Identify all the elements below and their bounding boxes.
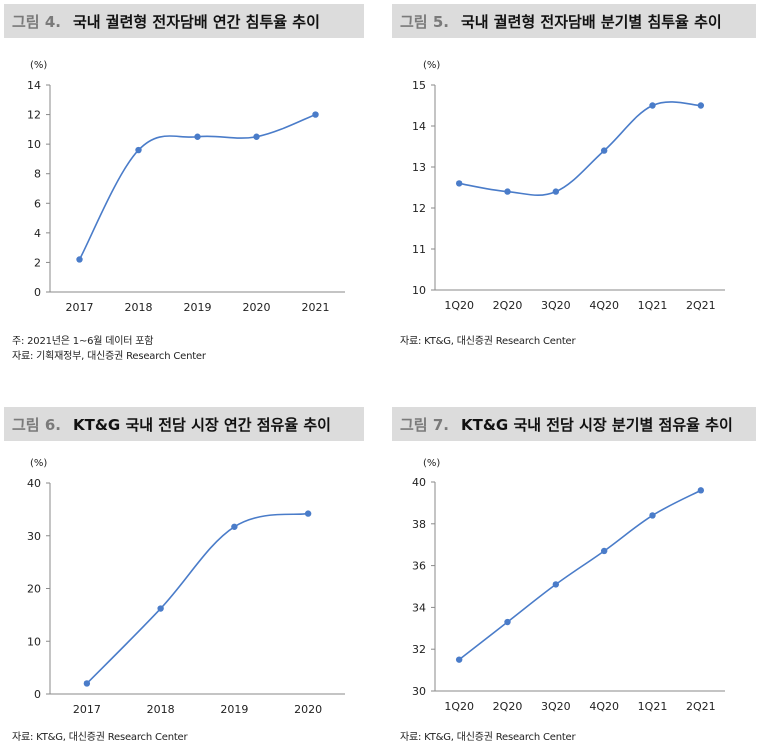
unit-label: (%) <box>423 458 440 469</box>
y-tick-label: 34 <box>412 601 426 614</box>
y-tick-label: 14 <box>27 79 41 92</box>
y-tick-label: 10 <box>27 635 41 648</box>
x-tick-label: 2019 <box>184 301 212 314</box>
unit-label: (%) <box>423 60 440 71</box>
figure-number: 그림 7. <box>400 415 449 434</box>
data-point <box>600 147 608 154</box>
y-tick-label: 0 <box>34 286 41 299</box>
y-tick-label: 0 <box>34 688 41 701</box>
data-point <box>504 618 511 626</box>
figure-number: 그림 4. <box>12 12 61 31</box>
y-tick-label: 15 <box>412 79 426 92</box>
x-tick-label: 4Q20 <box>589 299 619 312</box>
y-tick-label: 2 <box>34 256 41 269</box>
x-tick-label: 2Q20 <box>493 299 523 312</box>
y-tick-label: 40 <box>27 477 41 490</box>
x-tick-label: 2Q21 <box>686 700 716 713</box>
chart-title-bar: 그림 4. 국내 궐련형 전자담배 연간 침투율 추이 <box>4 4 364 38</box>
y-tick-label: 12 <box>27 109 41 122</box>
chart-source: 자료: KT&G, 대신증권 Research Center <box>400 732 576 743</box>
data-point <box>135 146 142 154</box>
y-tick-label: 11 <box>412 243 426 256</box>
chart-title: KT&G 국내 전담 시장 연간 점유율 추이 <box>72 415 331 434</box>
data-point <box>194 133 201 140</box>
y-tick-label: 8 <box>34 168 41 181</box>
x-tick-label: 2019 <box>220 703 248 716</box>
x-tick-label: 2017 <box>73 703 101 716</box>
unit-label: (%) <box>30 60 47 71</box>
x-tick-label: 1Q20 <box>444 299 474 312</box>
chart-title: 국내 궐련형 전자담배 연간 침투율 추이 <box>72 12 320 31</box>
figure-number: 그림 5. <box>400 12 449 31</box>
data-point <box>253 133 260 140</box>
y-tick-label: 30 <box>412 685 426 698</box>
data-point <box>504 188 511 195</box>
data-point <box>455 656 463 663</box>
series-line <box>458 489 702 661</box>
data-point <box>76 256 83 263</box>
data-point <box>552 581 560 588</box>
chart-title: 국내 궐련형 전자담배 분기별 침투율 추이 <box>460 12 722 31</box>
x-tick-label: 2Q20 <box>493 700 523 713</box>
line-chart: (%) 30 32 34 36 38 40 1Q20 2Q20 3Q20 4Q20 1Q21 2Q21 <box>412 458 725 713</box>
x-tick-label: 2017 <box>66 301 94 314</box>
x-tick-label: 3Q20 <box>541 299 571 312</box>
chart-source: 자료: KT&G, 대신증권 Research Center <box>400 336 576 347</box>
data-point <box>697 102 705 109</box>
chart-title-bar: 그림 5. 국내 궐련형 전자담배 분기별 침투율 추이 <box>392 4 756 38</box>
x-tick-label: 2021 <box>302 301 330 314</box>
data-point <box>552 188 560 195</box>
x-tick-label: 3Q20 <box>541 700 571 713</box>
x-tick-label: 2018 <box>125 301 153 314</box>
chart-source: 자료: KT&G, 대신증권 Research Center <box>12 732 188 743</box>
x-tick-label: 2020 <box>243 301 271 314</box>
y-tick-label: 6 <box>34 197 41 210</box>
y-tick-label: 38 <box>412 518 426 531</box>
line-chart: (%) 10 11 12 13 14 15 1Q20 2Q20 3Q20 4Q20 1Q21 2Q21 <box>412 60 725 312</box>
series-line <box>459 101 701 197</box>
data-point <box>157 605 164 612</box>
figure-number: 그림 6. <box>12 415 61 434</box>
chart-title-bar: 그림 6. KT&G 국내 전담 시장 연간 점유율 추이 <box>4 407 364 441</box>
x-tick-label: 1Q20 <box>444 700 474 713</box>
data-point <box>312 111 319 118</box>
y-tick-label: 12 <box>412 202 426 215</box>
chart-note: 주: 2021년은 1~6월 데이터 포함 <box>12 336 154 347</box>
y-tick-label: 13 <box>412 161 426 174</box>
x-tick-label: 2020 <box>294 703 322 716</box>
data-point <box>649 102 656 109</box>
y-tick-label: 40 <box>412 476 426 489</box>
y-tick-label: 14 <box>412 120 426 133</box>
data-point <box>83 680 91 687</box>
y-tick-label: 20 <box>27 583 41 596</box>
y-tick-label: 10 <box>27 138 41 151</box>
line-chart: (%) 0 10 20 30 40 2017 2018 2019 2020 <box>27 458 345 716</box>
series-line <box>86 512 309 685</box>
chart-source: 자료: 기획재정부, 대신증권 Research Center <box>12 351 206 362</box>
data-point <box>231 523 238 530</box>
chart-title: KT&G 국내 전담 시장 분기별 점유율 추이 <box>460 415 733 434</box>
data-point <box>304 510 312 517</box>
data-point <box>600 547 608 555</box>
series-line <box>78 113 316 260</box>
x-tick-label: 1Q21 <box>638 700 668 713</box>
y-tick-label: 4 <box>34 227 41 240</box>
y-tick-label: 30 <box>27 530 41 543</box>
chart-title-bar: 그림 7. KT&G 국내 전담 시장 분기별 점유율 추이 <box>392 407 756 441</box>
y-tick-label: 10 <box>412 284 426 297</box>
x-tick-label: 2018 <box>147 703 175 716</box>
unit-label: (%) <box>30 458 47 469</box>
data-point <box>455 180 463 187</box>
x-tick-label: 4Q20 <box>589 700 619 713</box>
x-tick-label: 2Q21 <box>686 299 716 312</box>
data-point <box>697 487 705 494</box>
line-chart: (%) 0 2 4 6 8 10 12 14 2017 2018 2019 2020 2021 <box>27 60 345 314</box>
y-tick-label: 32 <box>412 643 426 656</box>
x-tick-label: 1Q21 <box>638 299 668 312</box>
data-point <box>649 512 656 519</box>
y-tick-label: 36 <box>412 560 426 573</box>
